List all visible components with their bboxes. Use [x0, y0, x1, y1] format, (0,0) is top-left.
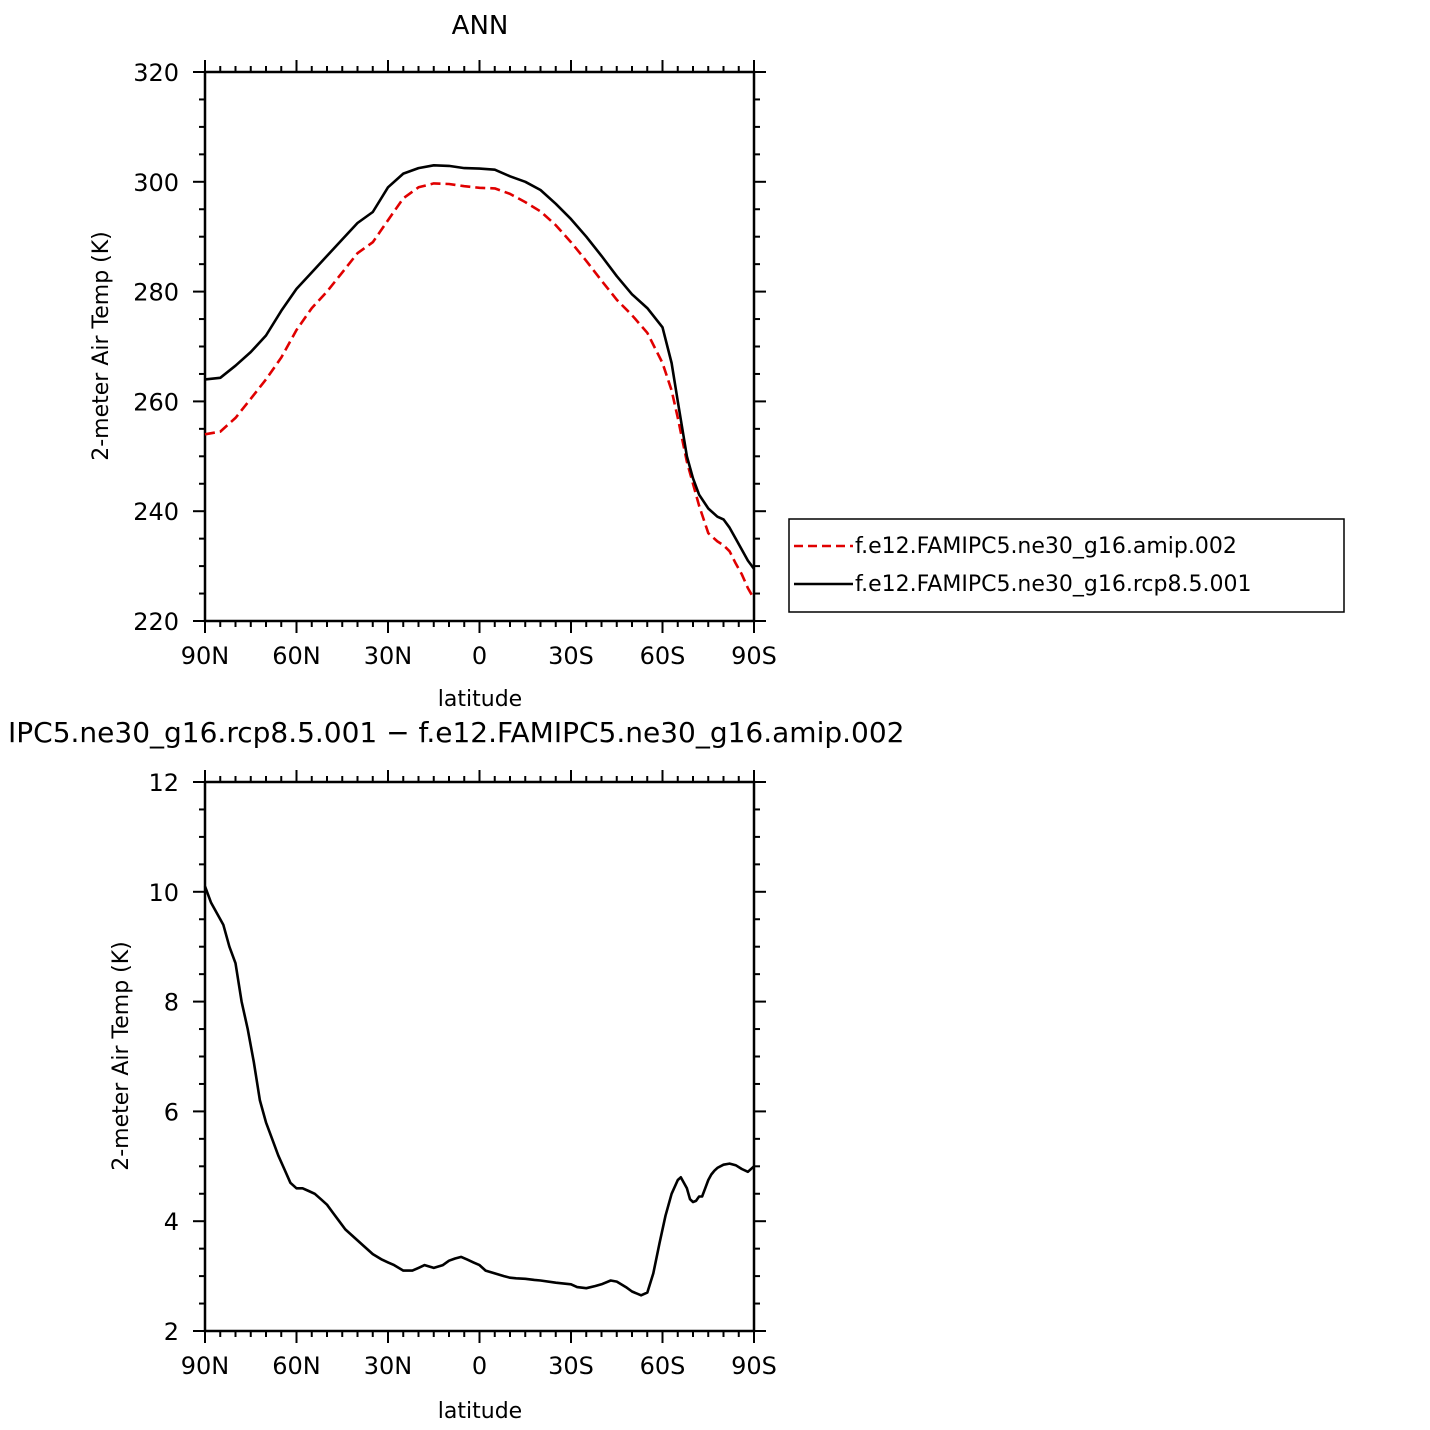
- top-plot-area: 90N 60N 30N 0 30S 60S 90S 220 240 260 280 300 320: [133, 59, 777, 670]
- top-x-tick-label: 90S: [731, 642, 777, 670]
- bottom-plot-frame: [203, 780, 756, 1333]
- bottom-x-tick-label: 30N: [364, 1352, 413, 1380]
- top-x-tick-label: 60S: [640, 642, 686, 670]
- bottom-x-tick-label: 0: [472, 1352, 487, 1380]
- top-panel: ANN 90N 60N 30N 0 30S 60S 90S 220 240 260 280 300 32…: [89, 11, 777, 712]
- bottom-y-tick-label: 10: [148, 879, 179, 907]
- bottom-x-tick-label: 60N: [272, 1352, 321, 1380]
- top-x-axis-label: latitude: [438, 687, 522, 712]
- top-series-line-1: [204, 164, 756, 570]
- bottom-plot-area: 90N 60N 30N 0 30S 60S 90S 2 4 6 8 10 12: [148, 769, 776, 1380]
- bottom-series-line-0: [203, 885, 755, 1297]
- top-y-tick-label: 320: [133, 59, 179, 87]
- top-x-tick-label: 60N: [272, 642, 321, 670]
- legend-box: [788, 518, 1345, 613]
- top-series-line-0: [204, 182, 756, 600]
- top-x-tick-label: 0: [472, 642, 487, 670]
- top-y-tick-label: 300: [133, 169, 179, 197]
- bottom-x-tick-label: 90N: [181, 1352, 230, 1380]
- bottom-chart-title: IPC5.ne30_g16.rcp8.5.001 − f.e12.FAMIPC5…: [8, 716, 904, 749]
- top-y-tick-label: 280: [133, 279, 179, 307]
- bottom-y-tick-label: 6: [164, 1098, 179, 1126]
- top-y-axis-label: 2-meter Air Temp (K): [89, 231, 114, 461]
- bottom-x-tick-label: 90S: [731, 1352, 777, 1380]
- bottom-y-axis-label: 2-meter Air Temp (K): [109, 941, 134, 1171]
- top-chart-title: ANN: [452, 11, 509, 41]
- legend-label-rcp: f.e12.FAMIPC5.ne30_g16.rcp8.5.001: [855, 572, 1251, 597]
- bottom-x-axis-label: latitude: [438, 1399, 522, 1424]
- bottom-y-tick-label: 12: [148, 769, 179, 797]
- bottom-y-tick-label: 2: [164, 1318, 179, 1346]
- bottom-panel: IPC5.ne30_g16.rcp8.5.001 − f.e12.FAMIPC5…: [8, 716, 904, 1424]
- top-x-tick-label: 30N: [364, 642, 413, 670]
- top-y-tick-label: 240: [133, 498, 179, 526]
- bottom-y-tick-label: 4: [164, 1208, 179, 1236]
- bottom-x-tick-label: 60S: [640, 1352, 686, 1380]
- legend-label-amip: f.e12.FAMIPC5.ne30_g16.amip.002: [855, 534, 1237, 559]
- legend: f.e12.FAMIPC5.ne30_g16.amip.002 f.e12.FA…: [788, 518, 1345, 613]
- bottom-y-tick-label: 8: [164, 989, 179, 1017]
- bottom-x-tick-label: 30S: [548, 1352, 594, 1380]
- top-x-tick-label: 90N: [181, 642, 230, 670]
- top-x-tick-label: 30S: [548, 642, 594, 670]
- top-y-tick-label: 220: [133, 608, 179, 636]
- top-y-tick-label: 260: [133, 388, 179, 416]
